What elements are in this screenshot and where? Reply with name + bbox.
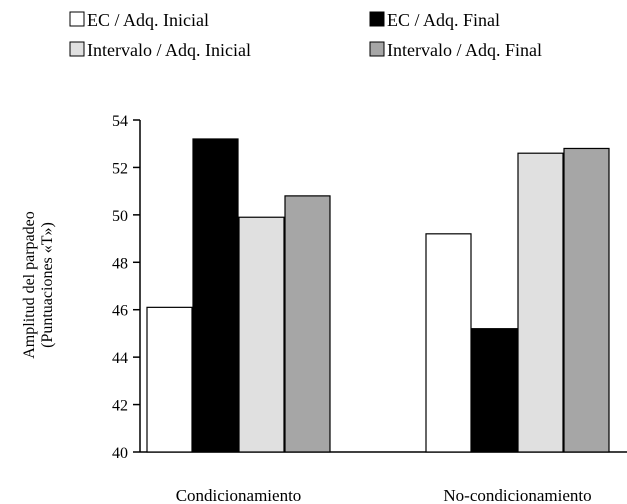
legend-label: EC / Adq. Final bbox=[387, 10, 500, 30]
x-category-label: No-condicionamiento bbox=[443, 486, 591, 504]
y-tick-label: 46 bbox=[112, 303, 128, 320]
bar bbox=[425, 233, 472, 453]
y-tick-label: 50 bbox=[112, 208, 128, 225]
y-tick-label: 44 bbox=[112, 350, 128, 367]
legend-label: EC / Adq. Inicial bbox=[87, 10, 209, 30]
bar bbox=[563, 147, 610, 453]
y-tick-label: 48 bbox=[112, 255, 128, 272]
legend-swatch bbox=[69, 41, 85, 57]
bar bbox=[146, 306, 193, 453]
y-axis-title: Amplitud del parpadeo (Puntuaciones «T») bbox=[21, 211, 56, 359]
y-tick-label: 54 bbox=[112, 113, 128, 130]
y-axis-label-units: (Puntuaciones «T») bbox=[39, 222, 56, 348]
bar bbox=[471, 328, 518, 453]
bar bbox=[284, 195, 331, 453]
legend-label: Intervalo / Adq. Final bbox=[387, 40, 542, 60]
y-tick-label: 42 bbox=[112, 398, 128, 415]
x-axis-labels: Condicionamiento No-condicionamiento bbox=[176, 486, 592, 504]
legend-swatch bbox=[69, 11, 85, 27]
x-category-label: Condicionamiento bbox=[176, 486, 302, 504]
y-axis-label: Amplitud del parpadeo bbox=[21, 211, 38, 359]
legend: EC / Adq. Inicial EC / Adq. Final Interval… bbox=[69, 10, 542, 60]
y-tick-label: 40 bbox=[112, 445, 128, 462]
bar bbox=[517, 152, 564, 453]
bar bbox=[238, 216, 285, 453]
bars bbox=[146, 138, 610, 453]
legend-label: Intervalo / Adq. Inicial bbox=[87, 40, 251, 60]
y-tick-label: 52 bbox=[112, 160, 128, 177]
bar bbox=[192, 138, 239, 453]
legend-swatch bbox=[369, 41, 385, 57]
legend-swatch bbox=[369, 11, 385, 27]
